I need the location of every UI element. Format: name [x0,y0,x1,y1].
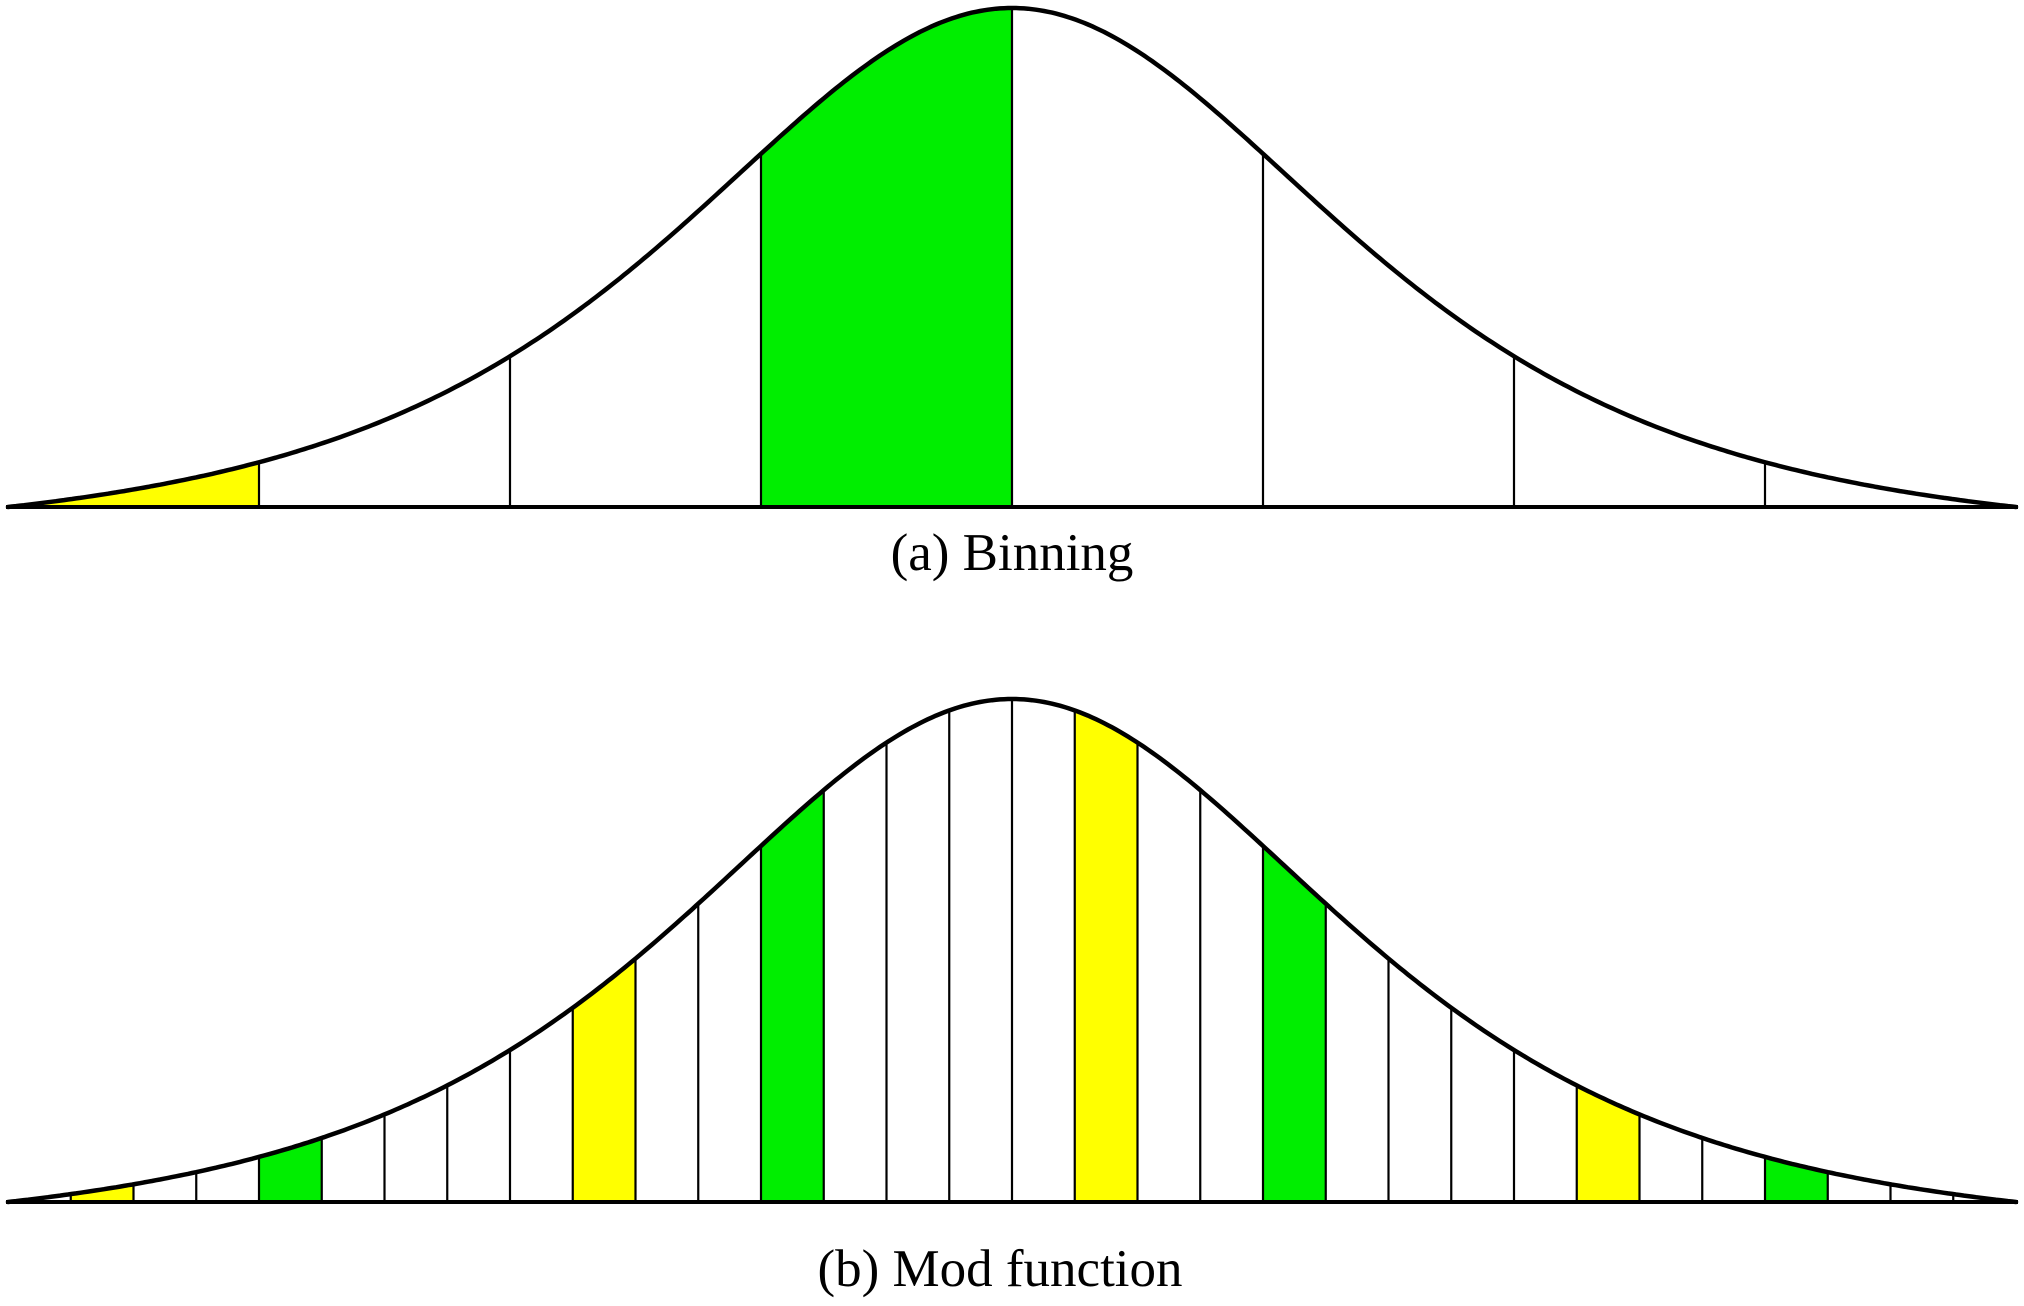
panel-a-caption: (a) Binning [890,524,1134,582]
distribution-curve [5,5,2019,510]
highlighted-bin-green [1263,845,1326,1202]
highlighted-bin-yellow [1576,1085,1640,1202]
panel-mod-function [5,696,2019,1205]
highlighted-bin-yellow [572,958,636,1202]
highlighted-bin-green [761,8,1012,507]
highlighted-bin-yellow [8,462,259,507]
distribution-curve [5,696,2019,1205]
panel-b-caption: (b) Mod function [817,1240,1183,1298]
highlighted-bin-green [761,790,824,1202]
highlighted-bin-yellow [1074,710,1138,1202]
panel-binning [5,5,2019,510]
highlighted-bin-green [1765,1156,1828,1202]
